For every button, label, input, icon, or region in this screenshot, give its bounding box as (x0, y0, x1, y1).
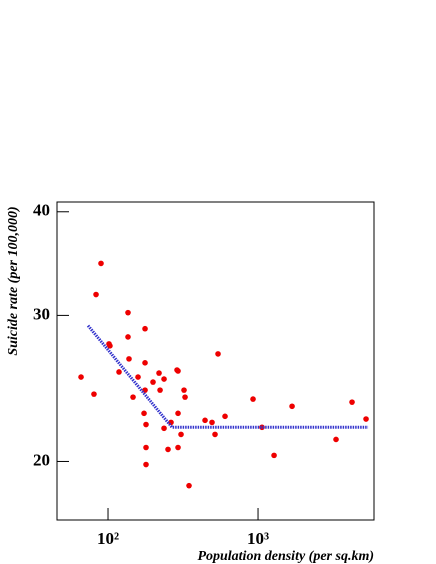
data-point (141, 410, 147, 417)
data-point (271, 452, 277, 459)
data-point (175, 410, 181, 417)
x-tick-label: 10² (97, 529, 119, 548)
data-point (178, 431, 184, 438)
data-point (125, 309, 131, 316)
data-point (175, 368, 181, 374)
data-point (126, 356, 132, 362)
data-point (186, 482, 192, 489)
data-point (78, 374, 84, 380)
data-point (209, 419, 215, 426)
data-point (289, 403, 295, 410)
data-point (156, 370, 162, 376)
data-point (150, 379, 156, 385)
data-point (182, 394, 188, 400)
data-point (143, 444, 149, 451)
y-tick-label: 40 (33, 201, 50, 220)
data-point (142, 360, 148, 366)
data-point (215, 351, 221, 357)
data-point (161, 425, 167, 432)
y-tick-label: 20 (33, 450, 50, 469)
data-point (143, 421, 149, 428)
data-point (165, 446, 171, 453)
data-point (130, 394, 136, 400)
data-point (175, 444, 181, 451)
x-axis-title: Population density (per sq.km) (197, 549, 374, 564)
data-point (142, 325, 148, 332)
fit-line (86, 324, 369, 429)
data-point (135, 374, 141, 380)
data-point (116, 369, 122, 375)
data-point (333, 436, 339, 443)
data-point (202, 417, 208, 424)
data-point (157, 387, 163, 393)
data-point (143, 461, 149, 468)
data-point (107, 343, 113, 349)
data-point (161, 376, 167, 382)
data-point (91, 391, 97, 397)
data-point (181, 387, 187, 393)
x-tick-label: 10³ (247, 529, 269, 548)
y-tick-label: 30 (33, 304, 50, 323)
data-point (363, 416, 369, 422)
data-point (125, 334, 131, 340)
plot-frame (56, 201, 375, 521)
y-axis-title: Suicide rate (per 100,000) (6, 206, 21, 355)
data-point (98, 260, 104, 267)
data-point (250, 396, 256, 402)
data-point (93, 291, 99, 298)
data-point (349, 399, 355, 405)
data-point (212, 431, 218, 438)
data-point (222, 413, 228, 420)
